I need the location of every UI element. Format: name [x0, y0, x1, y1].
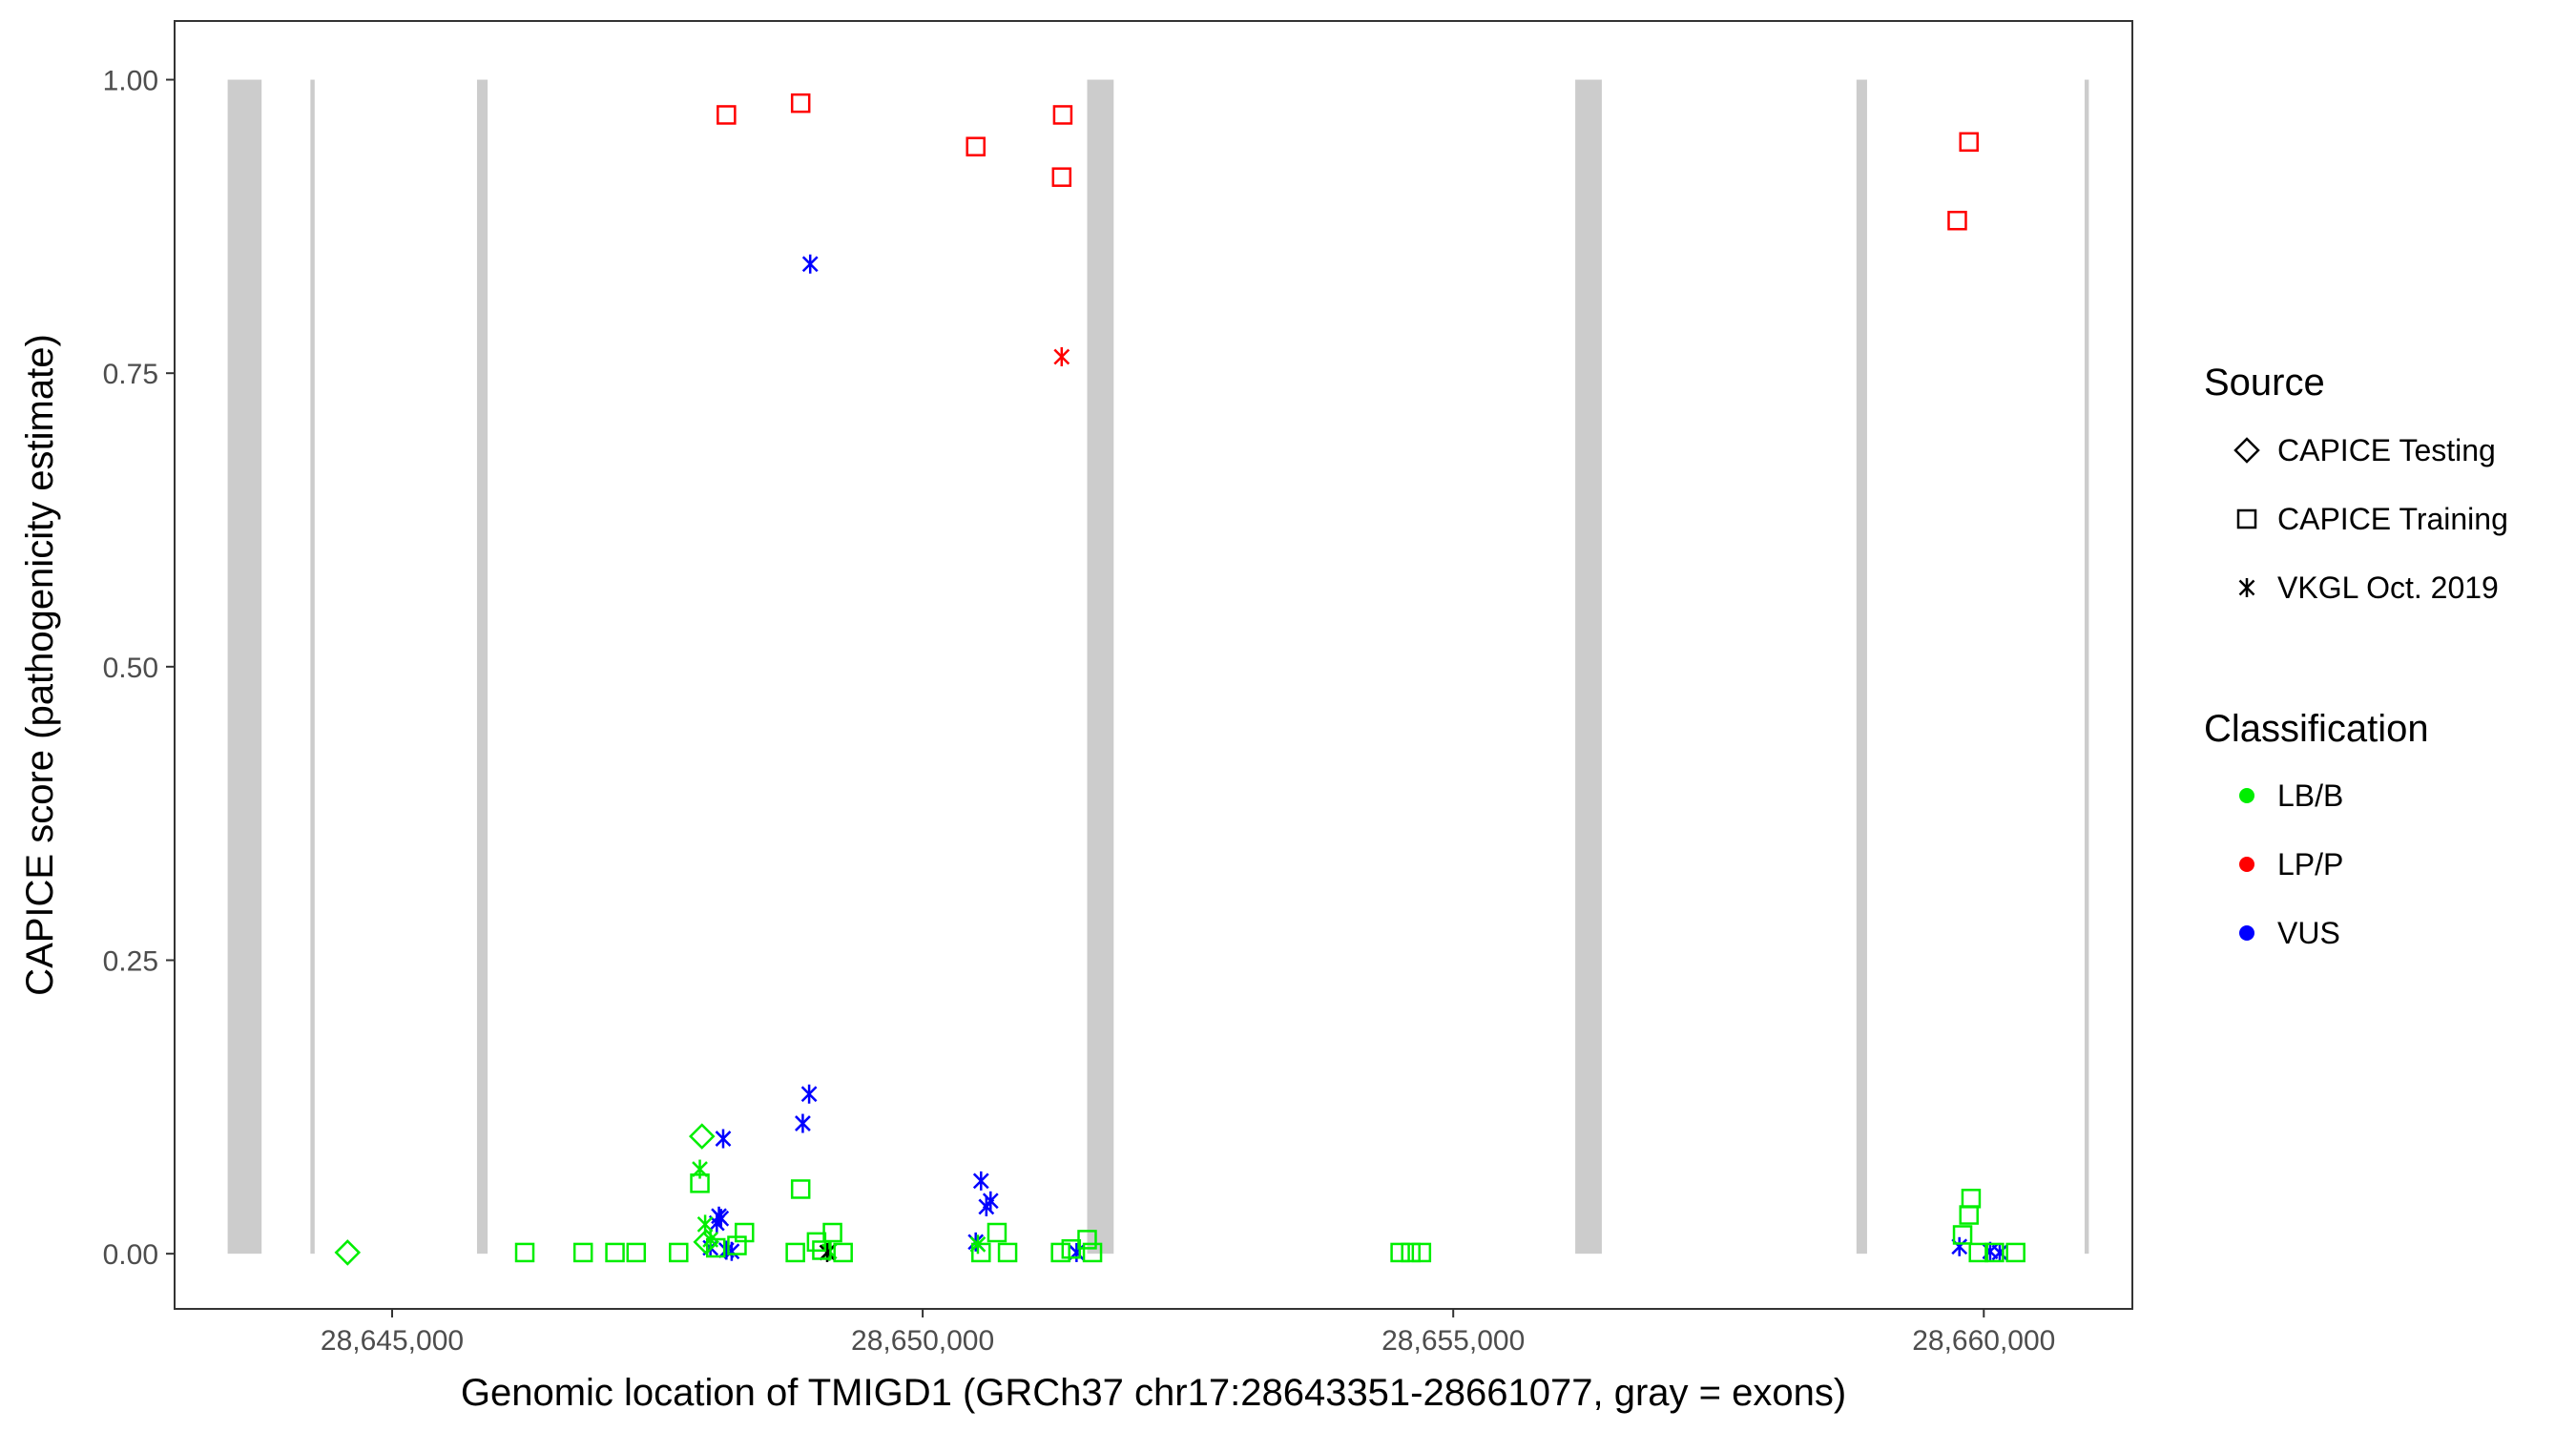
data-point	[572, 1242, 593, 1263]
data-point	[1968, 1242, 1988, 1263]
data-point	[1411, 1242, 1432, 1263]
exon-bands	[227, 79, 2089, 1255]
data-point	[1991, 1242, 2008, 1262]
data-point	[334, 1239, 362, 1266]
legend-key-asterisk	[2238, 578, 2255, 597]
exon-band	[476, 79, 488, 1255]
x-tick-label: 28,660,000	[1912, 1325, 2055, 1357]
y-tick-label: 1.00	[103, 66, 158, 97]
data-point	[1051, 167, 1072, 187]
data-point	[1050, 1242, 1070, 1263]
data-point	[978, 1196, 995, 1216]
data-point	[1401, 1242, 1421, 1263]
x-axis-title: Genomic location of TMIGD1 (GRCh37 chr17…	[461, 1372, 1846, 1414]
legend-key-dot	[2239, 788, 2254, 803]
legend-source-label: CAPICE Testing	[2277, 433, 2496, 467]
legend-class-label: LP/P	[2277, 847, 2343, 881]
data-point	[833, 1242, 853, 1263]
data-point	[1959, 132, 1979, 153]
data-point	[690, 1173, 710, 1193]
data-point	[785, 1242, 805, 1263]
data-point	[1390, 1242, 1410, 1263]
data-point	[727, 1235, 747, 1255]
data-point	[713, 1209, 730, 1229]
legend-items: CAPICE Testing CAPICE Training VKGL Oct. 2…	[2233, 433, 2508, 950]
legend-key-dot	[2239, 857, 2254, 872]
legend-classification-title: Classification	[2204, 708, 2429, 750]
data-point	[723, 1241, 740, 1261]
data-point	[669, 1242, 689, 1263]
data-point	[688, 1123, 716, 1150]
y-axis: 0.00 0.25 0.50 0.75 1.00	[103, 66, 175, 1271]
plot-panel-border	[174, 20, 2133, 1310]
legend-key-square	[2236, 508, 2257, 529]
data-point	[1959, 1205, 1979, 1225]
exon-band	[1087, 79, 1114, 1255]
data-point	[812, 1240, 832, 1260]
data-point	[790, 93, 811, 114]
x-tick-label: 28,645,000	[321, 1325, 464, 1357]
data-point	[514, 1242, 535, 1263]
data-point	[800, 1084, 818, 1104]
data-point	[1082, 1242, 1103, 1263]
legend-key-dot	[2239, 925, 2254, 941]
data-point	[971, 1242, 991, 1263]
data-point	[972, 1171, 989, 1191]
exon-band	[310, 79, 315, 1255]
y-tick-label: 0.50	[103, 653, 158, 684]
y-tick-label: 0.25	[103, 946, 158, 978]
data-point	[715, 1129, 732, 1149]
data-point	[705, 1237, 726, 1258]
x-tick-label: 28,655,000	[1381, 1325, 1525, 1357]
y-tick-label: 0.00	[103, 1239, 158, 1271]
data-point	[795, 1113, 811, 1133]
x-tick-label: 28,650,000	[851, 1325, 994, 1357]
data-point	[822, 1222, 842, 1243]
data-point	[1077, 1230, 1097, 1250]
data-point	[1952, 1225, 1973, 1245]
x-axis: 28,645,000 28,650,000 28,655,000 28,660,000	[321, 1309, 2055, 1357]
data-point	[997, 1242, 1018, 1263]
legend-class-label: LB/B	[2277, 778, 2343, 813]
data-point	[1053, 346, 1070, 366]
data-point	[1052, 105, 1073, 125]
data-point	[801, 254, 819, 274]
data-point	[966, 136, 986, 156]
data-point	[626, 1242, 647, 1263]
data-point	[717, 105, 737, 125]
legend-key-diamond	[2233, 437, 2260, 464]
exon-band	[227, 79, 262, 1255]
exon-band	[1856, 79, 1867, 1255]
data-point	[605, 1242, 625, 1263]
legend-source-label: VKGL Oct. 2019	[2277, 570, 2499, 605]
data-point	[790, 1179, 811, 1199]
data-points	[334, 93, 2025, 1266]
data-point	[2005, 1242, 2025, 1263]
legend: Source Classification CAPICE TestingCAPI…	[2204, 362, 2508, 950]
exon-band	[2084, 79, 2089, 1255]
exon-band	[1575, 79, 1602, 1255]
data-point	[1947, 210, 1967, 231]
data-point	[1984, 1242, 2005, 1263]
legend-source-title: Source	[2204, 362, 2325, 404]
y-tick-label: 0.75	[103, 359, 158, 390]
legend-source-label: CAPICE Training	[2277, 502, 2508, 536]
y-axis-title: CAPICE score (pathogenicity estimate)	[19, 334, 61, 996]
legend-class-label: VUS	[2277, 916, 2340, 950]
data-point	[987, 1222, 1008, 1243]
